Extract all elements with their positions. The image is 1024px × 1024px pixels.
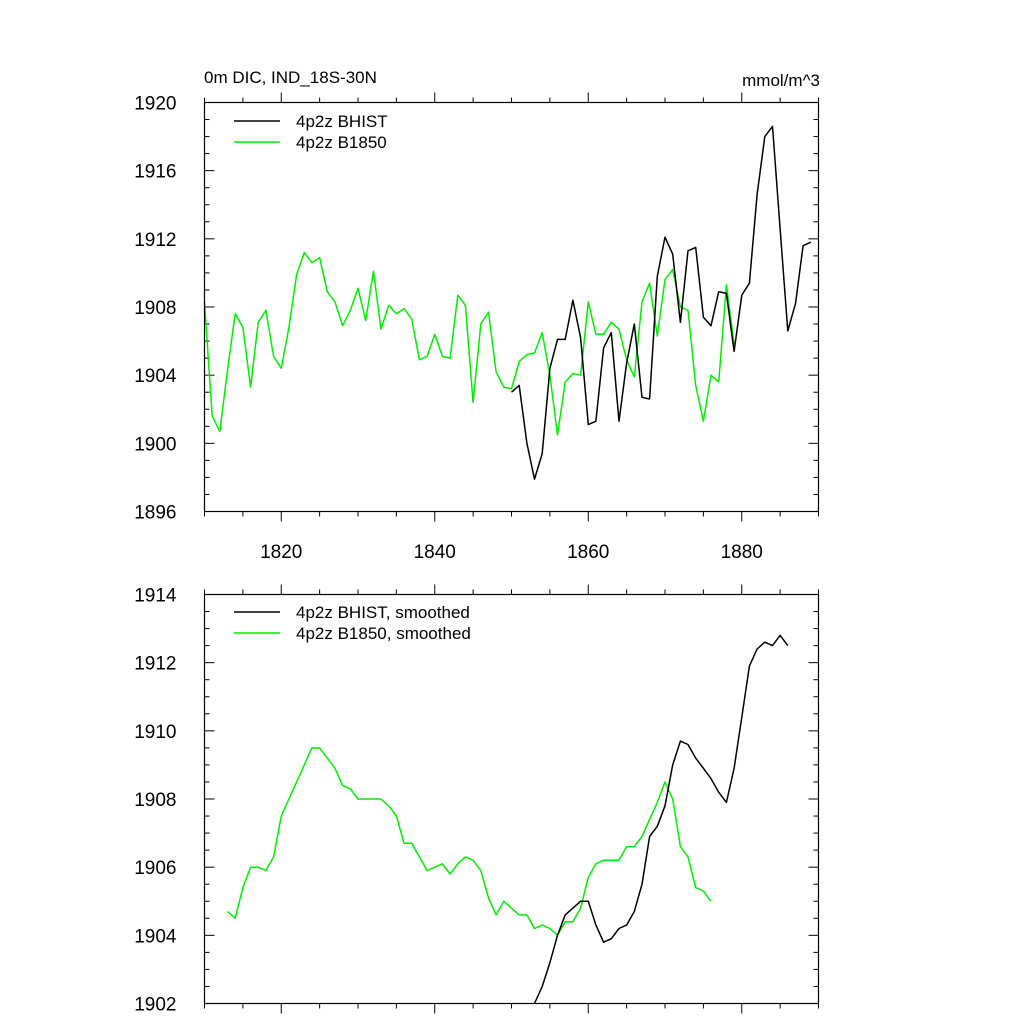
y-tick-label: 1908 <box>134 790 176 811</box>
y-tick-label: 1914 <box>134 586 177 607</box>
plot-frame <box>203 101 820 513</box>
units-label: mmol/m^3 <box>742 71 820 90</box>
legend-label: 4p2z B1850 <box>296 133 387 152</box>
legend: 4p2z BHIST 4p2z B1850 <box>234 112 388 152</box>
y-tick-label: 1910 <box>134 722 176 743</box>
series-lines <box>203 125 812 480</box>
y-tick-label: 1902 <box>134 995 176 1016</box>
tick-labels: 1896 1900 1904 1908 1912 1916 1920 1820 1840 1860… <box>134 94 763 564</box>
tick-labels: 1902 1904 1906 1908 1910 1912 1914 <box>134 586 177 1016</box>
y-tick-label: 1904 <box>134 926 177 947</box>
plot-frame <box>203 593 820 1005</box>
y-tick-label: 1906 <box>134 858 176 879</box>
legend-label: 4p2z B1850, smoothed <box>296 624 471 643</box>
series-line-4p2z-b1850-smoothed <box>227 747 712 937</box>
top-panel: 0m DIC, IND_18S-30N mmol/m^3 1896 1900 190… <box>134 68 820 563</box>
y-tick-label: 1896 <box>134 503 176 524</box>
x-tick-label: 1820 <box>260 542 302 563</box>
y-tick-label: 1912 <box>134 654 176 675</box>
bottom-panel: 1902 1904 1906 1908 1910 1912 1914 4p2z BHIST,… <box>134 584 820 1016</box>
y-tick-label: 1916 <box>134 162 176 183</box>
x-tick-label: 1840 <box>414 542 456 563</box>
series-lines <box>227 634 789 1004</box>
y-tick-label: 1908 <box>134 298 176 319</box>
x-tick-label: 1880 <box>721 542 763 563</box>
y-tick-label: 1904 <box>134 366 177 387</box>
y-tick-label: 1912 <box>134 230 176 251</box>
legend-label: 4p2z BHIST <box>296 112 388 131</box>
series-line-4p2z-bhist-smoothed <box>533 634 789 1004</box>
y-tick-label: 1900 <box>134 434 176 455</box>
legend-label: 4p2z BHIST, smoothed <box>296 603 470 622</box>
axis-ticks <box>204 92 819 522</box>
series-line-4p2z-bhist <box>511 125 812 480</box>
legend: 4p2z BHIST, smoothed 4p2z B1850, smoothed <box>234 603 471 643</box>
x-tick-label: 1860 <box>567 542 609 563</box>
y-tick-label: 1920 <box>134 94 176 115</box>
chart-title: 0m DIC, IND_18S-30N <box>204 68 377 87</box>
axis-ticks <box>204 584 819 1014</box>
series-line-4p2z-b1850 <box>203 251 735 436</box>
